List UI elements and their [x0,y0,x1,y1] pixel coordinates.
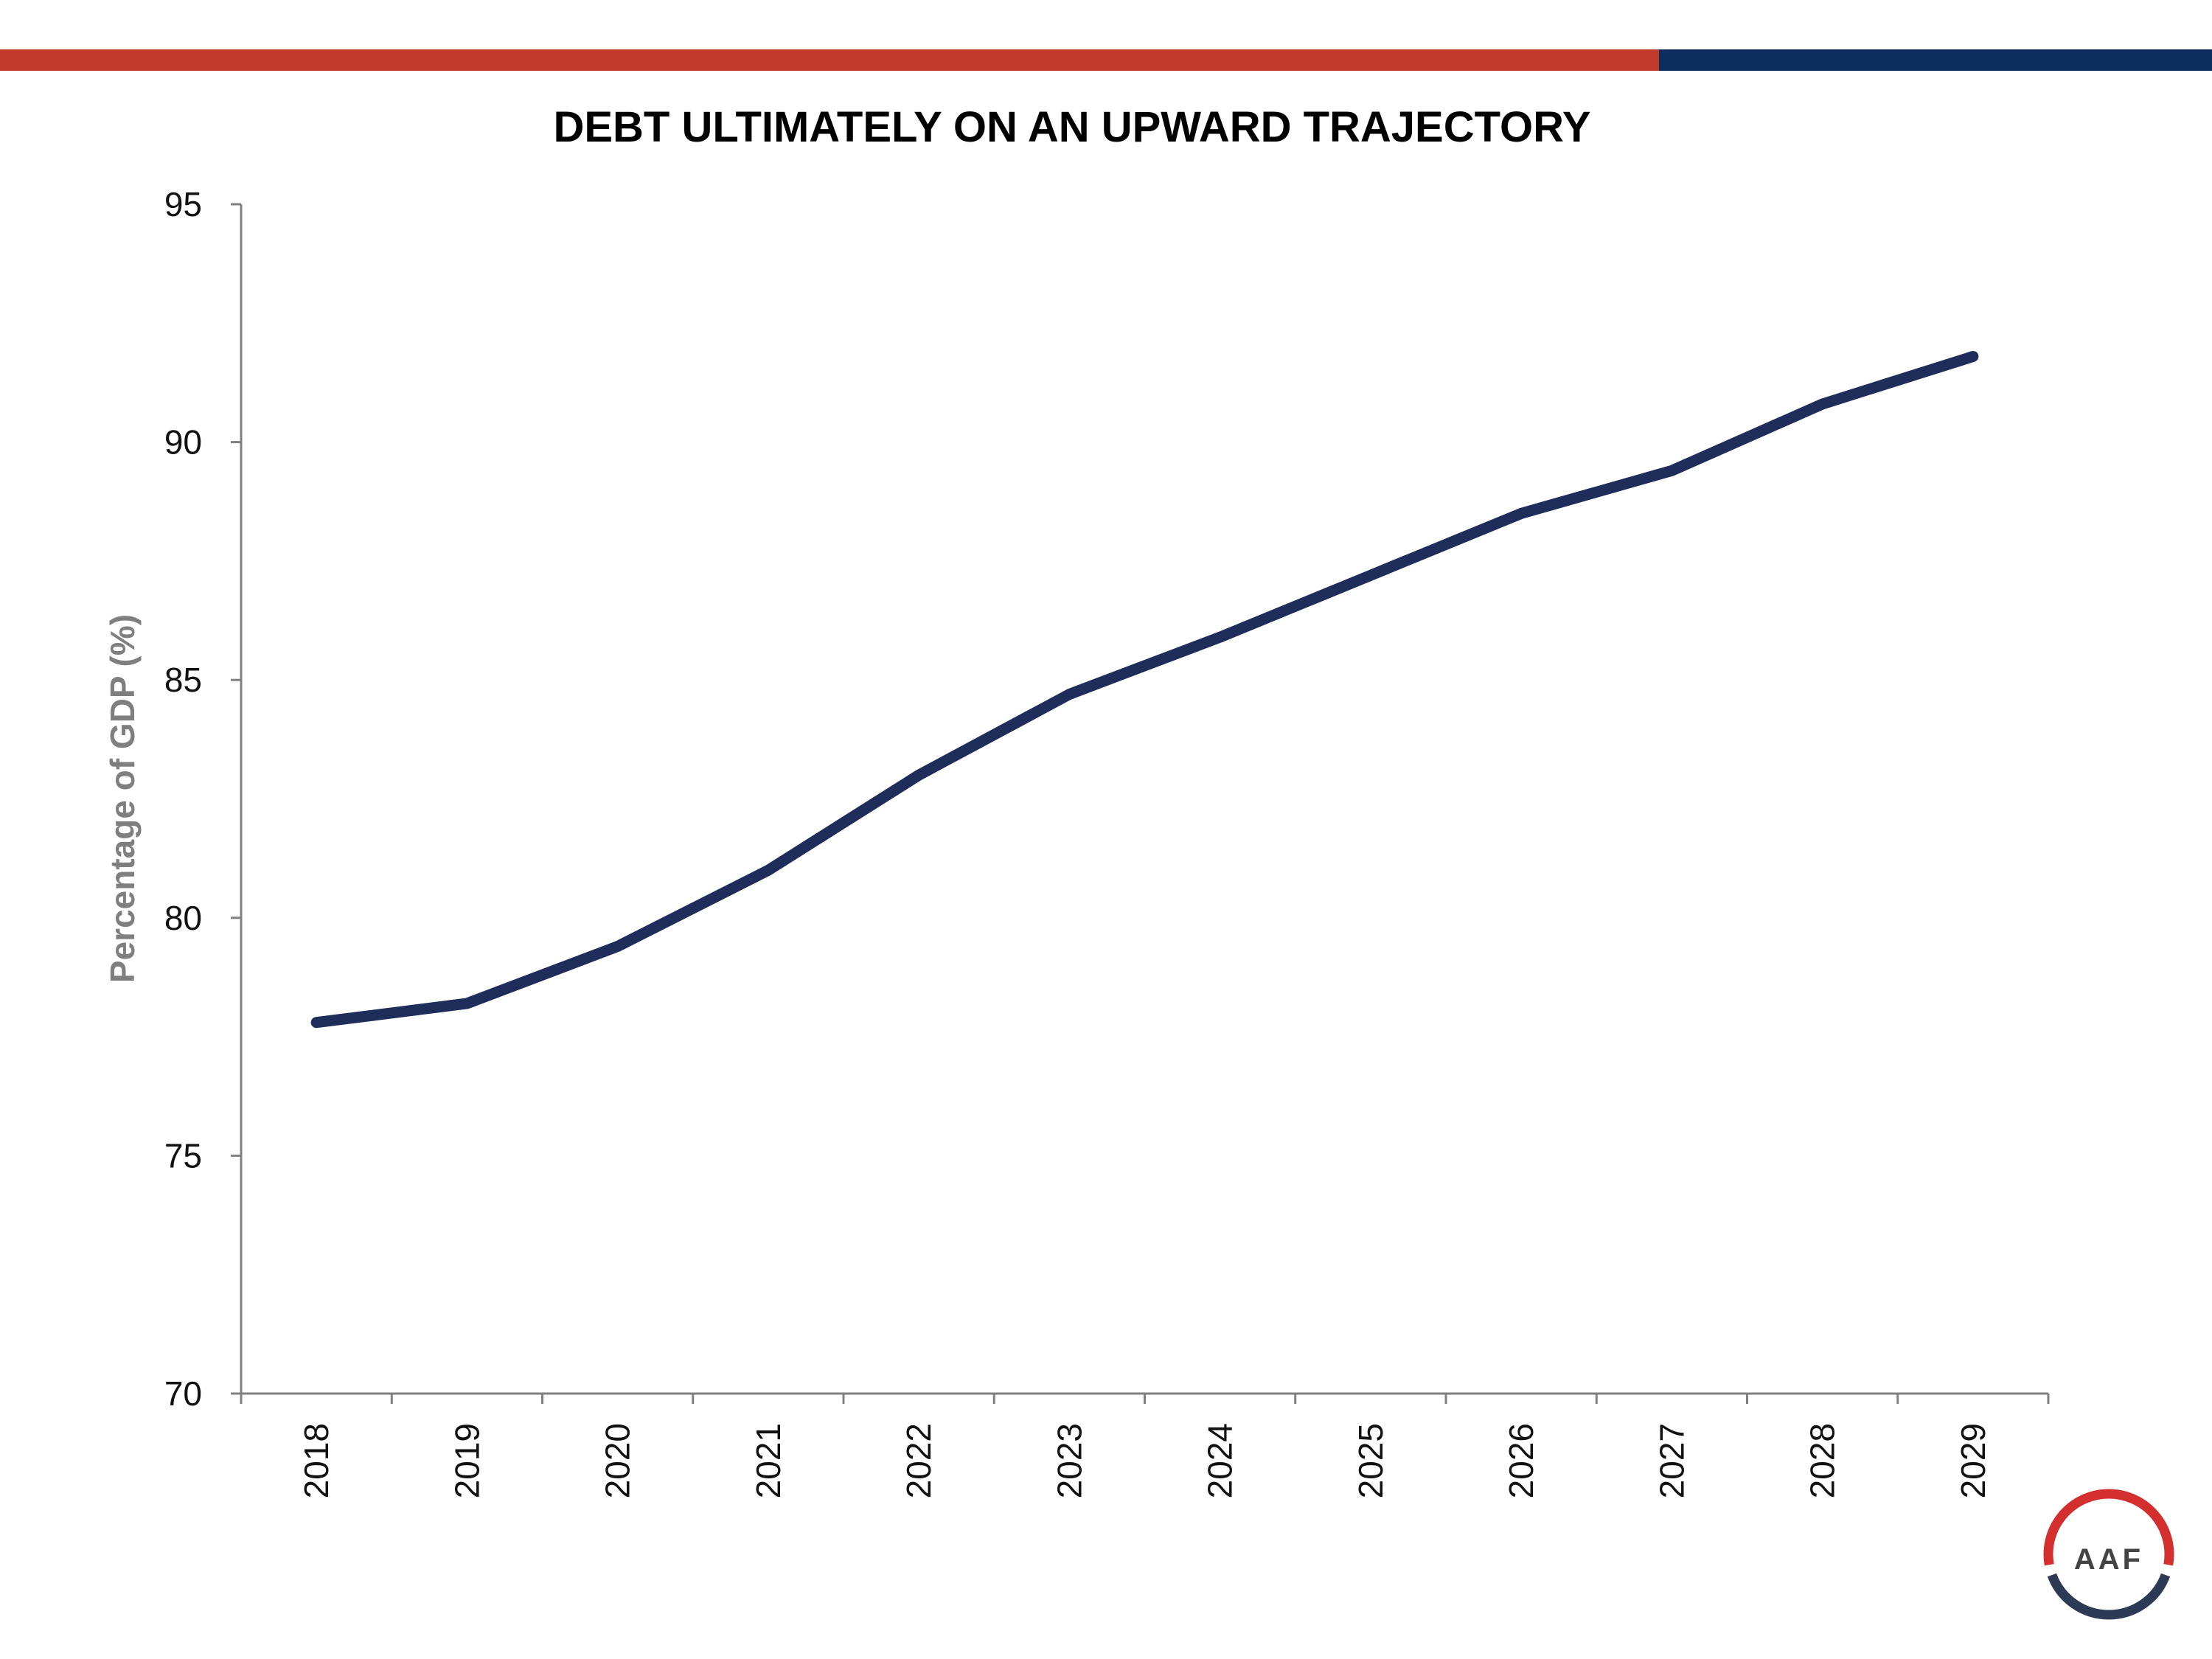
y-tick-label: 90 [164,423,202,462]
y-tick-label: 70 [164,1374,202,1413]
x-tick-label: 2024 [1201,1423,1239,1498]
y-tick-label: 75 [164,1136,202,1175]
y-tick-label: 85 [164,661,202,699]
x-tick-label: 2019 [448,1423,486,1498]
logo-text: AAF [2074,1543,2143,1576]
x-tick-label: 2020 [599,1423,637,1498]
x-tick-label: 2025 [1352,1423,1390,1498]
x-tick-label: 2029 [1954,1423,1992,1498]
aaf-logo: AAF [2043,1489,2174,1620]
x-tick-label: 2021 [749,1423,787,1498]
y-axis-label: Percentage of GDP (%) [103,614,142,983]
top-bar-red [0,49,1659,71]
axes: 70 75 80 85 90 95 2018 2019 2020 2021 2022 2023 2024… [164,185,2050,1498]
logo-navy-arc [2047,1573,2171,1620]
x-tick-label: 2028 [1804,1423,1842,1498]
series-line [310,350,1979,1029]
series-line-group [310,350,1979,1029]
y-tick-label: 95 [164,185,202,223]
x-tick-label: 2018 [297,1423,335,1498]
x-tick-label: 2026 [1502,1423,1540,1498]
y-tick-label: 80 [164,899,202,937]
x-tick-label: 2027 [1652,1423,1691,1498]
top-bar-navy [1659,49,2212,71]
chart-title: DEBT ULTIMATELY ON AN UPWARD TRAJECTORY [553,103,1590,151]
x-tick-label: 2023 [1050,1423,1088,1498]
logo-red-arc [2043,1489,2174,1566]
x-tick-label: 2022 [900,1423,938,1498]
